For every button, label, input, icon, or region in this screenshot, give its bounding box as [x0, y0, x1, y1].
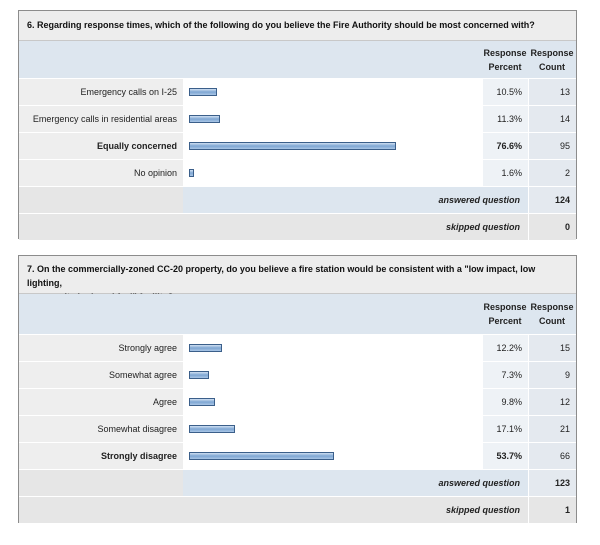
q7-header-count: Response Count — [528, 294, 576, 334]
q7-skipped-row: skipped question 1 — [19, 497, 576, 524]
response-row: Somewhat disagree 17.1% 21 — [19, 416, 576, 443]
q6-header-percent: Response Percent — [482, 41, 528, 78]
q6-skipped-count: 0 — [528, 214, 576, 240]
response-bar — [189, 371, 209, 379]
response-count: 95 — [528, 133, 576, 159]
response-bar — [189, 344, 222, 352]
response-percent: 76.6% — [482, 133, 528, 159]
q7-skipped-blank — [19, 497, 183, 523]
response-percent: 7.3% — [482, 362, 528, 388]
q7-answered-label: answered question — [183, 470, 528, 496]
response-percent: 1.6% — [482, 160, 528, 186]
response-count: 2 — [528, 160, 576, 186]
response-label: Agree — [19, 389, 183, 415]
q7-header-count-line1: Response — [530, 302, 574, 312]
question-7-title-line1: 7. On the commercially-zoned CC-20 prope… — [27, 264, 536, 288]
q6-header-count-line2: Count — [538, 61, 565, 72]
response-percent: 17.1% — [482, 416, 528, 442]
question-6-title: 6. Regarding response times, which of th… — [19, 11, 576, 41]
q6-skipped-row: skipped question 0 — [19, 214, 576, 241]
q7-skipped-count: 1 — [528, 497, 576, 523]
response-count: 12 — [528, 389, 576, 415]
response-count: 9 — [528, 362, 576, 388]
response-label: Emergency calls in residential areas — [19, 106, 183, 132]
q6-header-bar-blank — [183, 41, 482, 78]
response-row: Somewhat agree 7.3% 9 — [19, 362, 576, 389]
q6-skipped-blank — [19, 214, 183, 240]
q7-header-blank — [19, 294, 183, 334]
response-label: No opinion — [19, 160, 183, 186]
response-row: Strongly agree 12.2% 15 — [19, 335, 576, 362]
response-row: Emergency calls on I-25 10.5% 13 — [19, 79, 576, 106]
q7-header-percent-line1: Response — [483, 302, 527, 312]
response-label: Equally concerned — [19, 133, 183, 159]
response-percent: 12.2% — [482, 335, 528, 361]
q7-answered-row: answered question 123 — [19, 470, 576, 497]
response-percent: 53.7% — [482, 443, 528, 469]
q6-answered-row: answered question 124 — [19, 187, 576, 214]
q6-skipped-label: skipped question — [183, 214, 528, 240]
response-bar-cell — [183, 416, 482, 442]
q7-answered-count: 123 — [528, 470, 576, 496]
response-row: Equally concerned 76.6% 95 — [19, 133, 576, 160]
q6-header-blank — [19, 41, 183, 78]
response-bar-cell — [183, 335, 482, 361]
q7-header-row: Response Percent Response Count — [19, 294, 576, 335]
response-row: Agree 9.8% 12 — [19, 389, 576, 416]
q6-header-percent-line2: Percent — [488, 61, 522, 72]
response-percent: 10.5% — [482, 79, 528, 105]
response-bar — [189, 398, 216, 406]
q6-answered-count: 124 — [528, 187, 576, 213]
response-percent: 9.8% — [482, 389, 528, 415]
response-count: 13 — [528, 79, 576, 105]
response-bar-cell — [183, 389, 482, 415]
q7-answered-blank — [19, 470, 183, 496]
q6-header-count: Response Count — [528, 41, 576, 78]
response-row: No opinion 1.6% 2 — [19, 160, 576, 187]
response-bar-cell — [183, 443, 482, 469]
q6-header-percent-line1: Response — [483, 47, 527, 58]
response-label: Emergency calls on I-25 — [19, 79, 183, 105]
response-bar-cell — [183, 106, 482, 132]
question-7-title: 7. On the commercially-zoned CC-20 prope… — [19, 256, 576, 302]
response-percent: 11.3% — [482, 106, 528, 132]
q6-answered-blank — [19, 187, 183, 213]
response-label: Strongly disagree — [19, 443, 183, 469]
q7-header-count-line2: Count — [538, 316, 565, 326]
q6-header-count-line1: Response — [530, 47, 574, 58]
response-row: Emergency calls in residential areas 11.3… — [19, 106, 576, 133]
q6-header-row: Response Percent Response Count — [19, 41, 576, 79]
response-label: Somewhat agree — [19, 362, 183, 388]
response-bar-cell — [183, 362, 482, 388]
question-6-panel: 6. Regarding response times, which of th… — [18, 10, 577, 241]
q7-header-percent: Response Percent — [482, 294, 528, 334]
response-bar — [189, 452, 334, 460]
response-bar-cell — [183, 133, 482, 159]
q6-answered-label: answered question — [183, 187, 528, 213]
response-label: Somewhat disagree — [19, 416, 183, 442]
response-row: Strongly disagree 53.7% 66 — [19, 443, 576, 470]
q7-skipped-label: skipped question — [183, 497, 528, 523]
question-7-panel: 7. On the commercially-zoned CC-20 prope… — [18, 255, 577, 524]
q7-header-bar-blank — [183, 294, 482, 334]
response-count: 14 — [528, 106, 576, 132]
response-count: 15 — [528, 335, 576, 361]
response-count: 66 — [528, 443, 576, 469]
response-label: Strongly agree — [19, 335, 183, 361]
response-bar-cell — [183, 160, 482, 186]
response-bar — [189, 169, 194, 177]
response-bar — [189, 115, 220, 123]
response-bar — [189, 425, 236, 433]
response-bar — [189, 88, 218, 96]
response-bar-cell — [183, 79, 482, 105]
q7-header-percent-line2: Percent — [488, 316, 522, 326]
response-bar — [189, 142, 396, 150]
response-count: 21 — [528, 416, 576, 442]
